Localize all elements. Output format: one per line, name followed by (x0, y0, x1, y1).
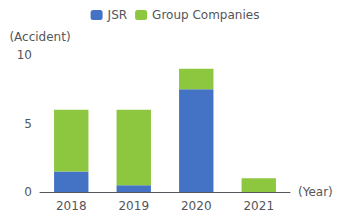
svg-text:0: 0 (24, 185, 32, 199)
svg-text:2020: 2020 (181, 199, 212, 213)
svg-text:2019: 2019 (118, 199, 149, 213)
svg-text:(Accident): (Accident) (9, 30, 70, 44)
svg-text:Group Companies: Group Companies (152, 8, 259, 22)
svg-text:JSR: JSR (107, 8, 128, 22)
svg-text:2018: 2018 (56, 199, 87, 213)
svg-text:(Year): (Year) (298, 185, 333, 199)
svg-text:10: 10 (17, 48, 32, 62)
svg-text:2021: 2021 (243, 199, 274, 213)
svg-text:5: 5 (24, 117, 32, 131)
